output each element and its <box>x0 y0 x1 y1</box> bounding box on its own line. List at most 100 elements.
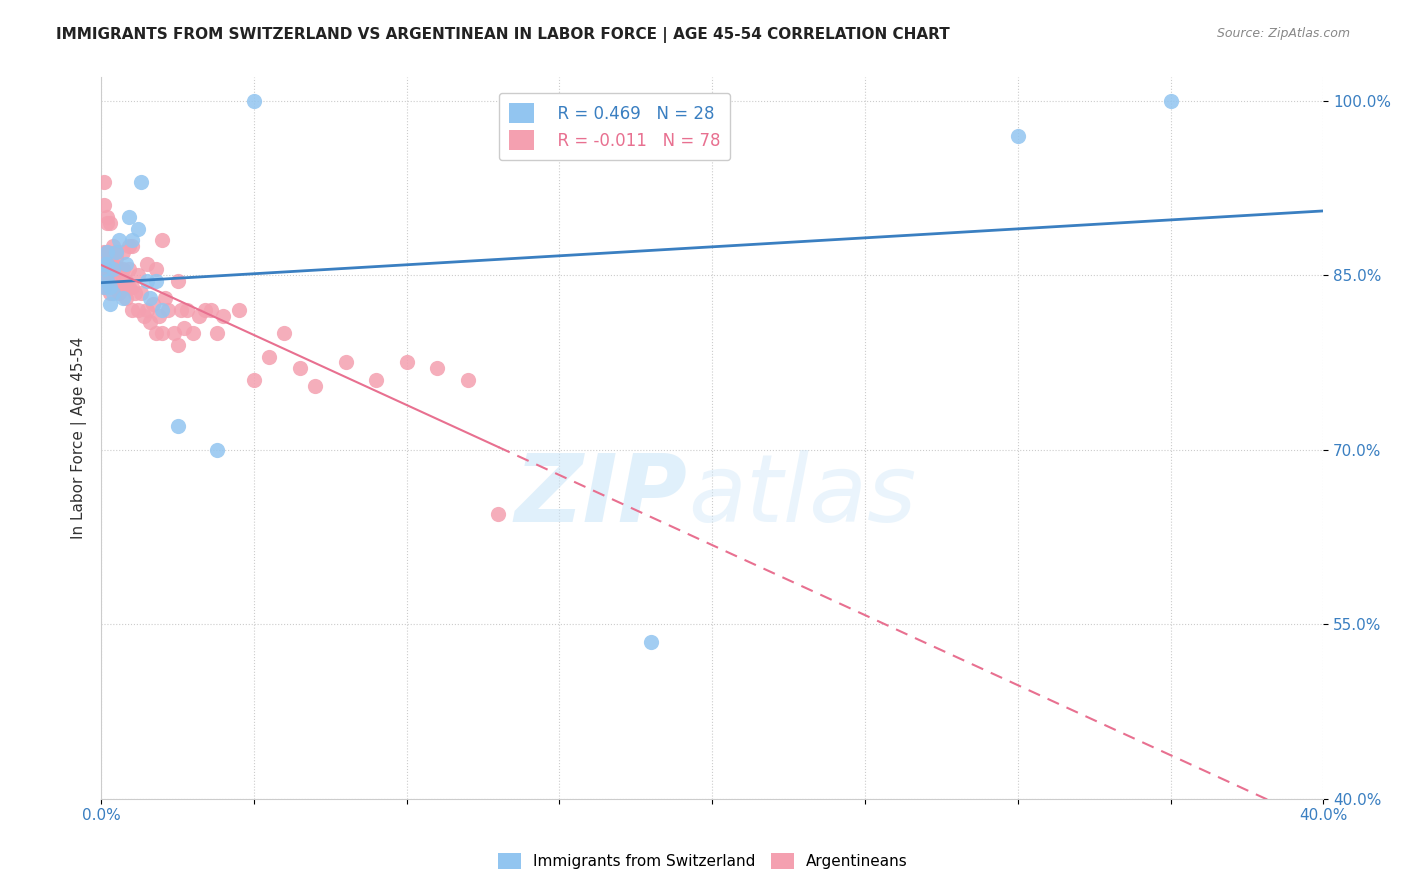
Point <box>457 373 479 387</box>
Point <box>121 303 143 318</box>
Point <box>395 355 418 369</box>
Point <box>150 326 173 341</box>
Point <box>173 320 195 334</box>
Point <box>105 262 128 277</box>
Point <box>96 244 118 259</box>
Point <box>366 373 388 387</box>
Text: IMMIGRANTS FROM SWITZERLAND VS ARGENTINEAN IN LABOR FORCE | AGE 45-54 CORRELATIO: IMMIGRANTS FROM SWITZERLAND VS ARGENTINE… <box>56 27 950 43</box>
Point <box>139 292 162 306</box>
Point <box>127 268 149 283</box>
Legend: Immigrants from Switzerland, Argentineans: Immigrants from Switzerland, Argentinean… <box>492 847 914 875</box>
Point <box>114 292 136 306</box>
Point <box>200 303 222 318</box>
Point <box>105 244 128 259</box>
Point <box>166 419 188 434</box>
Point <box>93 280 115 294</box>
Point <box>142 297 165 311</box>
Point <box>96 210 118 224</box>
Point <box>117 280 139 294</box>
Point <box>96 244 118 259</box>
Point <box>129 175 152 189</box>
Point <box>194 303 217 318</box>
Point <box>93 257 115 271</box>
Point <box>93 262 115 277</box>
Point <box>148 309 170 323</box>
Point <box>121 233 143 247</box>
Point <box>103 280 125 294</box>
Point <box>117 210 139 224</box>
Point <box>114 274 136 288</box>
Point <box>111 274 134 288</box>
Point <box>145 274 167 288</box>
Point <box>243 94 266 108</box>
Point <box>103 285 125 300</box>
Point <box>121 239 143 253</box>
Point <box>108 280 131 294</box>
Point <box>121 280 143 294</box>
Point <box>228 303 250 318</box>
Point <box>163 326 186 341</box>
Point <box>103 239 125 253</box>
Point <box>98 297 121 311</box>
Point <box>136 303 159 318</box>
Point <box>124 285 146 300</box>
Point <box>169 303 191 318</box>
Point <box>145 262 167 277</box>
Point <box>157 303 180 318</box>
Point <box>150 233 173 247</box>
Text: ZIP: ZIP <box>515 450 688 541</box>
Point <box>486 507 509 521</box>
Point <box>98 280 121 294</box>
Point <box>288 361 311 376</box>
Point <box>93 175 115 189</box>
Text: Source: ZipAtlas.com: Source: ZipAtlas.com <box>1216 27 1350 40</box>
Point <box>98 262 121 277</box>
Point <box>93 262 115 277</box>
Point <box>257 350 280 364</box>
Point <box>93 198 115 212</box>
Point <box>181 326 204 341</box>
Point <box>145 326 167 341</box>
Point <box>273 326 295 341</box>
Point <box>105 251 128 265</box>
Point <box>117 239 139 253</box>
Point <box>96 274 118 288</box>
Point <box>114 257 136 271</box>
Point <box>176 303 198 318</box>
Point <box>108 233 131 247</box>
Point <box>335 355 357 369</box>
Point <box>129 285 152 300</box>
Point <box>96 268 118 283</box>
Point <box>93 257 115 271</box>
Point <box>111 292 134 306</box>
Point <box>105 244 128 259</box>
Point <box>127 221 149 235</box>
Point <box>96 216 118 230</box>
Point <box>98 285 121 300</box>
Point <box>127 303 149 318</box>
Point <box>111 262 134 277</box>
Point <box>93 280 115 294</box>
Point <box>136 257 159 271</box>
Point <box>114 280 136 294</box>
Point <box>98 274 121 288</box>
Point <box>103 268 125 283</box>
Legend:   R = 0.469   N = 28,   R = -0.011   N = 78: R = 0.469 N = 28, R = -0.011 N = 78 <box>499 93 730 161</box>
Point <box>103 262 125 277</box>
Point <box>139 315 162 329</box>
Point <box>111 244 134 259</box>
Point <box>304 378 326 392</box>
Point <box>136 274 159 288</box>
Point <box>166 338 188 352</box>
Point <box>243 373 266 387</box>
Text: atlas: atlas <box>688 450 917 541</box>
Point <box>96 257 118 271</box>
Point <box>640 634 662 648</box>
Point <box>132 309 155 323</box>
Point <box>117 262 139 277</box>
Point <box>207 326 229 341</box>
Point <box>207 442 229 457</box>
Y-axis label: In Labor Force | Age 45-54: In Labor Force | Age 45-54 <box>72 337 87 540</box>
Point <box>96 274 118 288</box>
Point <box>187 309 209 323</box>
